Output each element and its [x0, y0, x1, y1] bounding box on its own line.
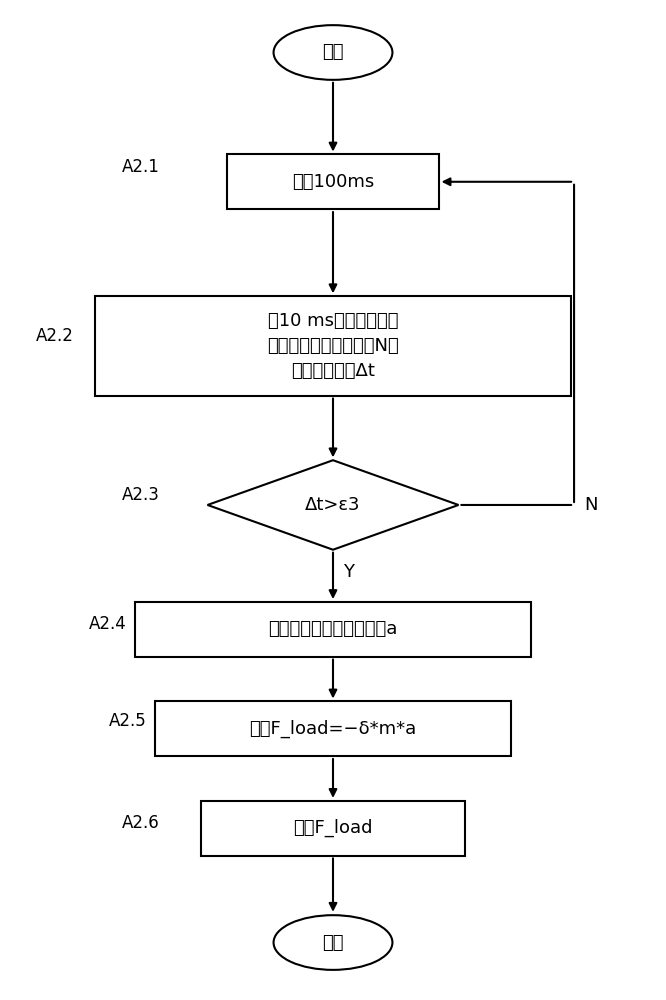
Text: A2.6: A2.6: [122, 814, 159, 832]
Text: 计算F_load=−δ*m*a: 计算F_load=−δ*m*a: [249, 720, 417, 738]
Text: Y: Y: [343, 563, 354, 581]
Text: 延时100ms: 延时100ms: [292, 173, 374, 191]
Text: A2.3: A2.3: [122, 486, 160, 504]
Text: 计算换档过程平均加速度a: 计算换档过程平均加速度a: [268, 620, 398, 638]
Text: A2.4: A2.4: [89, 615, 127, 633]
Text: 以10 ms为采样周期，
采集变速器输出轴转速N，
累计采样时长Δt: 以10 ms为采样周期， 采集变速器输出轴转速N， 累计采样时长Δt: [267, 312, 399, 380]
Text: Δt>ε3: Δt>ε3: [305, 496, 361, 514]
Text: A2.5: A2.5: [109, 712, 147, 730]
Text: 输出F_load: 输出F_load: [293, 819, 373, 837]
Text: A2.1: A2.1: [122, 158, 160, 176]
Text: 结束: 结束: [322, 934, 344, 952]
Text: N: N: [584, 496, 597, 514]
Text: 开始: 开始: [322, 43, 344, 62]
Text: A2.2: A2.2: [36, 327, 74, 345]
